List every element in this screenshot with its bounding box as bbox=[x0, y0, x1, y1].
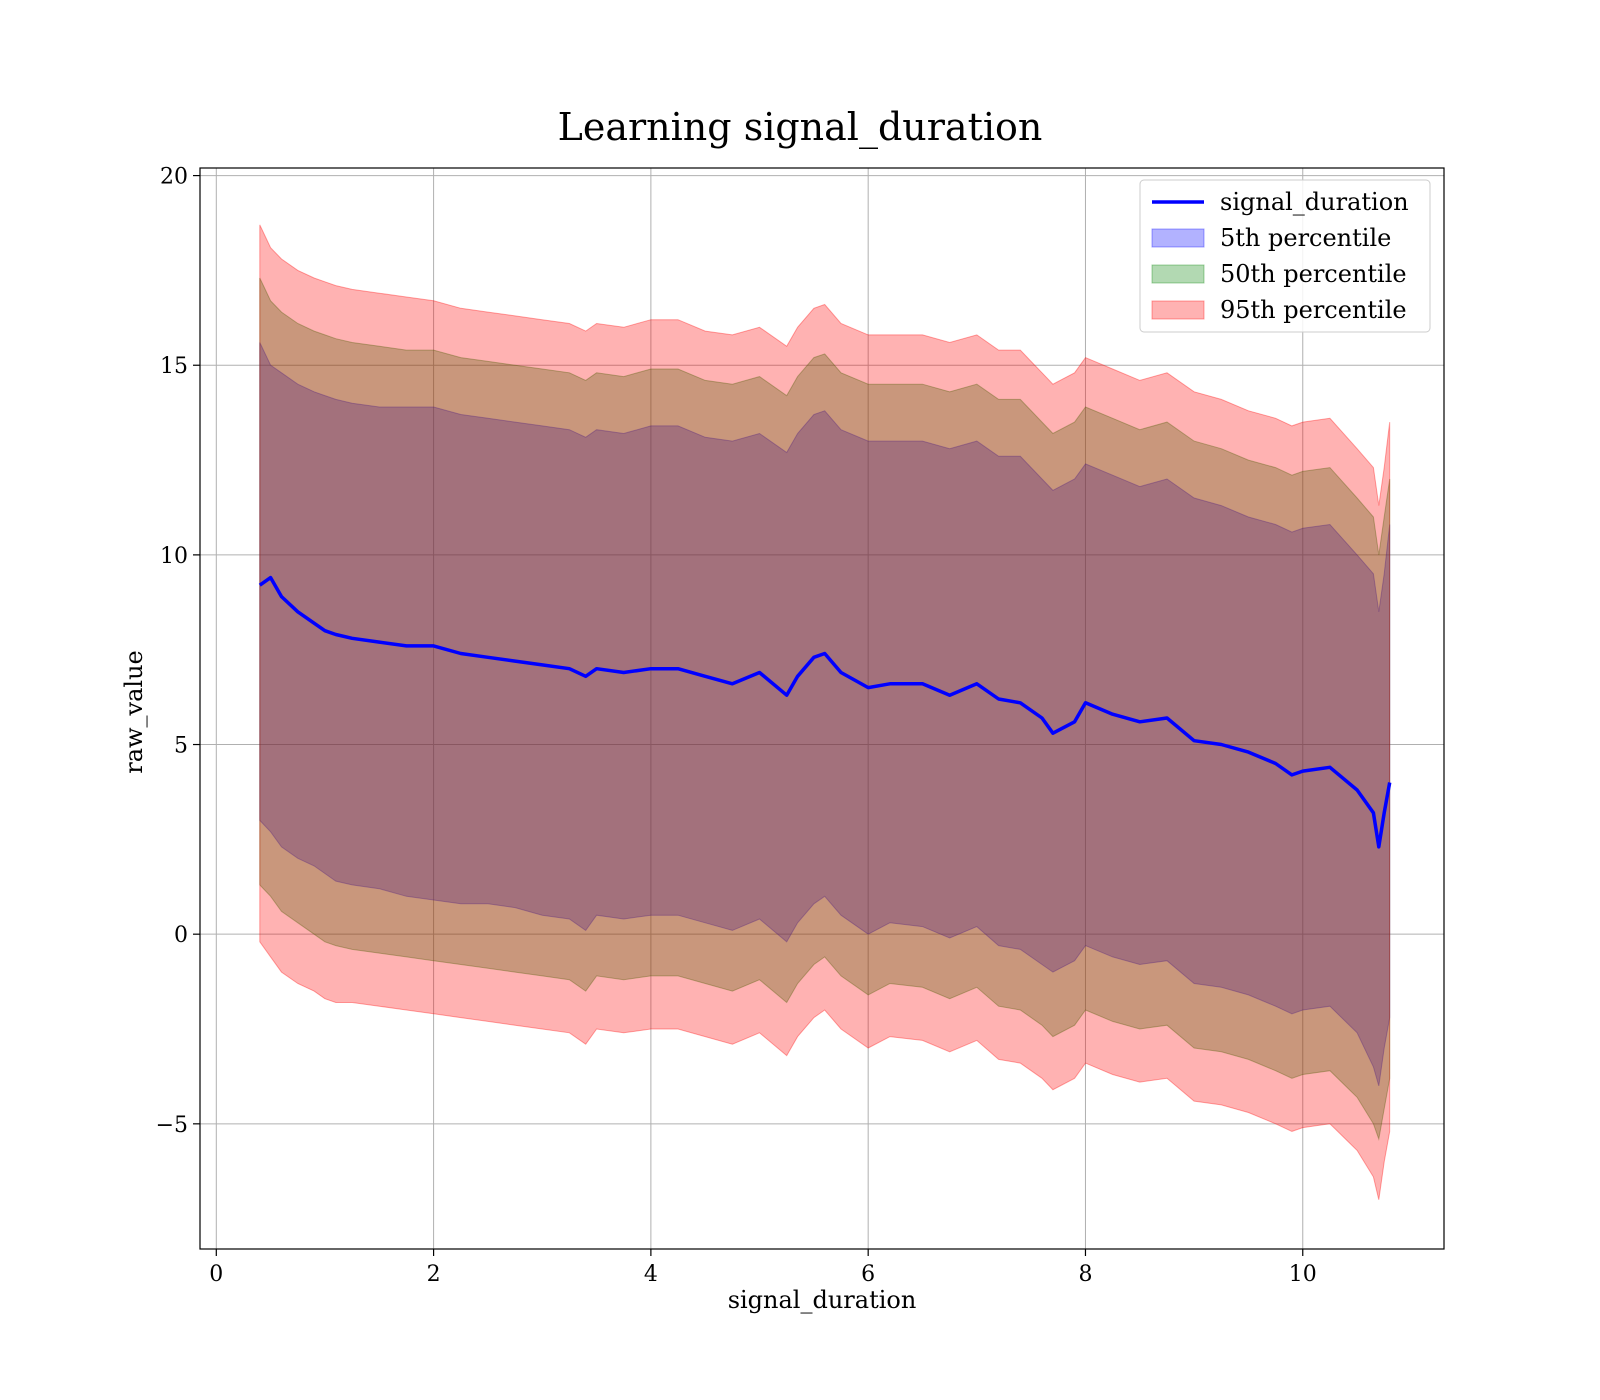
axes-frame bbox=[199, 167, 1445, 1250]
band-5th-percentile bbox=[259, 342, 1391, 1087]
legend: signal_duration 5th percentile 50th percen… bbox=[1139, 179, 1431, 333]
legend-swatch-95th-percentile bbox=[1151, 300, 1205, 320]
legend-label-3: 95th percentile bbox=[1220, 296, 1407, 324]
y-tick-label-5: 20 bbox=[160, 165, 188, 190]
x-axis-label: signal_duration bbox=[728, 1286, 917, 1314]
x-tick-label-0: 0 bbox=[209, 1262, 223, 1287]
x-tick-label-2: 4 bbox=[644, 1262, 658, 1287]
y-tick-label-2: 5 bbox=[174, 734, 188, 759]
plot-area: 0 2 4 6 8 10 −5 0 5 10 15 20 bbox=[156, 165, 1445, 1287]
legend-swatch-5th-percentile bbox=[1151, 228, 1205, 248]
y-tick-label-1: 0 bbox=[174, 923, 188, 948]
legend-label-0: signal_duration bbox=[1220, 188, 1409, 216]
x-tick-label-4: 8 bbox=[1078, 1262, 1092, 1287]
legend-label-1: 5th percentile bbox=[1220, 224, 1391, 252]
x-tick-label-5: 10 bbox=[1289, 1262, 1317, 1287]
y-axis-label: raw_value bbox=[120, 650, 148, 774]
band-95th-percentile bbox=[259, 224, 1391, 1200]
legend-label-2: 50th percentile bbox=[1220, 260, 1407, 288]
y-tick-label-4: 15 bbox=[160, 354, 188, 379]
legend-box bbox=[1139, 179, 1431, 333]
x-tick-label-3: 6 bbox=[861, 1262, 875, 1287]
chart-title: Learning signal_duration bbox=[558, 105, 1043, 150]
legend-swatch-50th-percentile bbox=[1151, 264, 1205, 284]
y-tick-label-3: 10 bbox=[160, 544, 188, 569]
series-line-signal_duration bbox=[258, 575, 1392, 849]
x-tick-label-1: 2 bbox=[427, 1262, 441, 1287]
band-50th-percentile bbox=[259, 277, 1391, 1141]
y-tick-label-0: −5 bbox=[156, 1113, 188, 1138]
